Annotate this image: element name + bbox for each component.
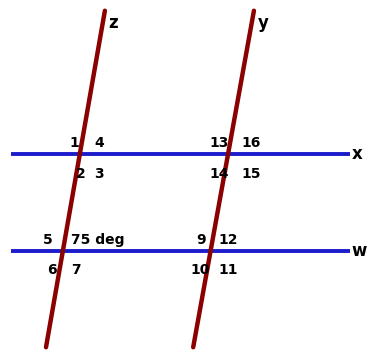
- Text: 5: 5: [43, 233, 53, 247]
- Text: 12: 12: [219, 233, 238, 247]
- Text: 14: 14: [210, 166, 229, 181]
- Text: 13: 13: [210, 136, 229, 150]
- Text: 15: 15: [242, 166, 261, 181]
- Text: 3: 3: [95, 166, 104, 181]
- Text: 10: 10: [190, 263, 210, 277]
- Text: z: z: [109, 14, 118, 32]
- Text: 6: 6: [47, 263, 56, 277]
- Text: 4: 4: [95, 136, 104, 150]
- Text: 75 deg: 75 deg: [71, 233, 125, 247]
- Text: x: x: [351, 145, 362, 163]
- Text: 9: 9: [196, 233, 205, 247]
- Text: 1: 1: [70, 136, 79, 150]
- Text: 16: 16: [242, 136, 261, 150]
- Text: 11: 11: [219, 263, 238, 277]
- Text: 7: 7: [71, 263, 81, 277]
- Text: y: y: [258, 14, 269, 32]
- Text: w: w: [351, 242, 367, 260]
- Text: 2: 2: [75, 166, 85, 181]
